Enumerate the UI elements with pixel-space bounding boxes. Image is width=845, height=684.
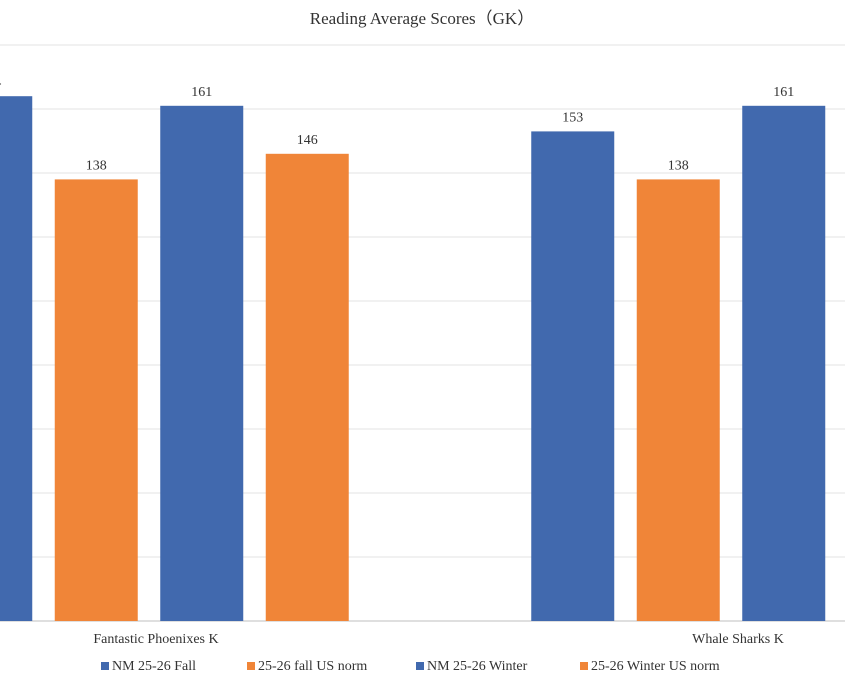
legend-label: NM 25-26 Winter xyxy=(427,659,528,674)
bar xyxy=(531,131,615,621)
bar xyxy=(636,179,720,621)
x-tick-label: Fantastic Phoenixes K xyxy=(93,632,218,647)
data-label: 146 xyxy=(297,133,318,148)
legend-marker xyxy=(101,662,109,670)
legend-label: NM 25-26 Fall xyxy=(112,659,196,674)
bar xyxy=(160,105,244,622)
data-label: 138 xyxy=(668,159,689,174)
legend-marker xyxy=(247,662,255,670)
legend-marker xyxy=(580,662,588,670)
data-label: 138 xyxy=(86,159,107,174)
bar xyxy=(742,105,826,622)
data-label: 161 xyxy=(191,85,212,100)
legend-label: 25-26 fall US norm xyxy=(258,659,367,674)
bar xyxy=(0,96,33,621)
bar xyxy=(54,179,138,621)
x-tick-label: Whale Sharks K xyxy=(692,632,784,647)
data-label: 161 xyxy=(773,85,794,100)
legend-label: 25-26 Winter US norm xyxy=(591,659,720,674)
legend-marker xyxy=(416,662,424,670)
data-label: 153 xyxy=(562,111,583,126)
bar xyxy=(265,153,349,622)
chart-title: Reading Average Scores（GK） xyxy=(310,9,534,28)
data-label: 164 xyxy=(0,75,1,90)
